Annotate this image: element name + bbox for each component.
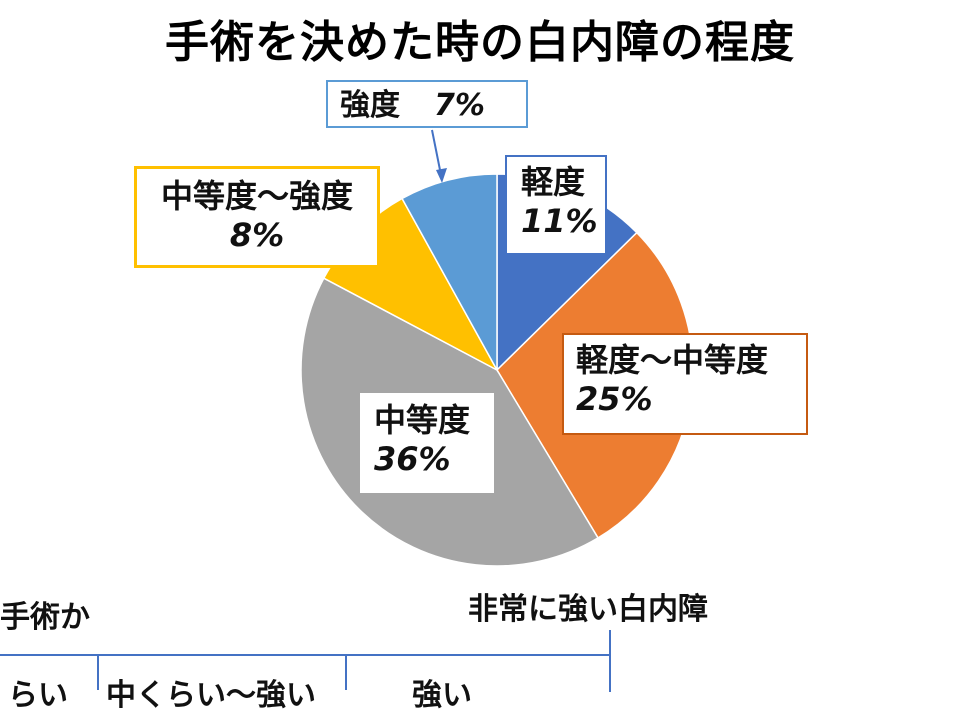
slice-label-name: 中等度～強度 — [160, 177, 353, 215]
slice-label-value: 25% — [576, 380, 653, 419]
strong-leader-arrowhead — [436, 168, 447, 183]
scale-segment-1: らい — [8, 678, 68, 713]
slice-label-strong: 強度 7% — [326, 80, 528, 128]
slice-label-value: 11% — [521, 202, 598, 241]
strong-name: 強度 — [340, 88, 400, 123]
slice-label-mild: 軽度 11% — [505, 155, 607, 255]
scale-segment-3: 強い — [412, 678, 472, 713]
chart-title: 手術を決めた時の白内障の程度 — [165, 17, 795, 68]
slice-label-moderate: 中等度 36% — [360, 393, 494, 493]
strong-pct: 7% — [434, 88, 485, 123]
slice-label-name: 軽度～中等度 — [576, 341, 769, 379]
slice-label-name: 中等度 — [374, 401, 471, 439]
scale-right-top-text: 非常に強い白内障 — [468, 592, 708, 627]
slice-label-name: 軽度 — [521, 163, 586, 201]
slice-label-moderate-strong: 中等度～強度 8% — [134, 166, 380, 268]
scale-left-top-text: 手術か — [0, 600, 90, 635]
slice-label-value: 8% — [229, 216, 285, 255]
scale-segment-2: 中くらい～強い — [106, 678, 316, 713]
pie-slice-5 — [401, 173, 498, 373]
slice-label-mild-moderate: 軽度～中等度 25% — [562, 333, 808, 435]
slice-label-value: 36% — [374, 440, 451, 479]
